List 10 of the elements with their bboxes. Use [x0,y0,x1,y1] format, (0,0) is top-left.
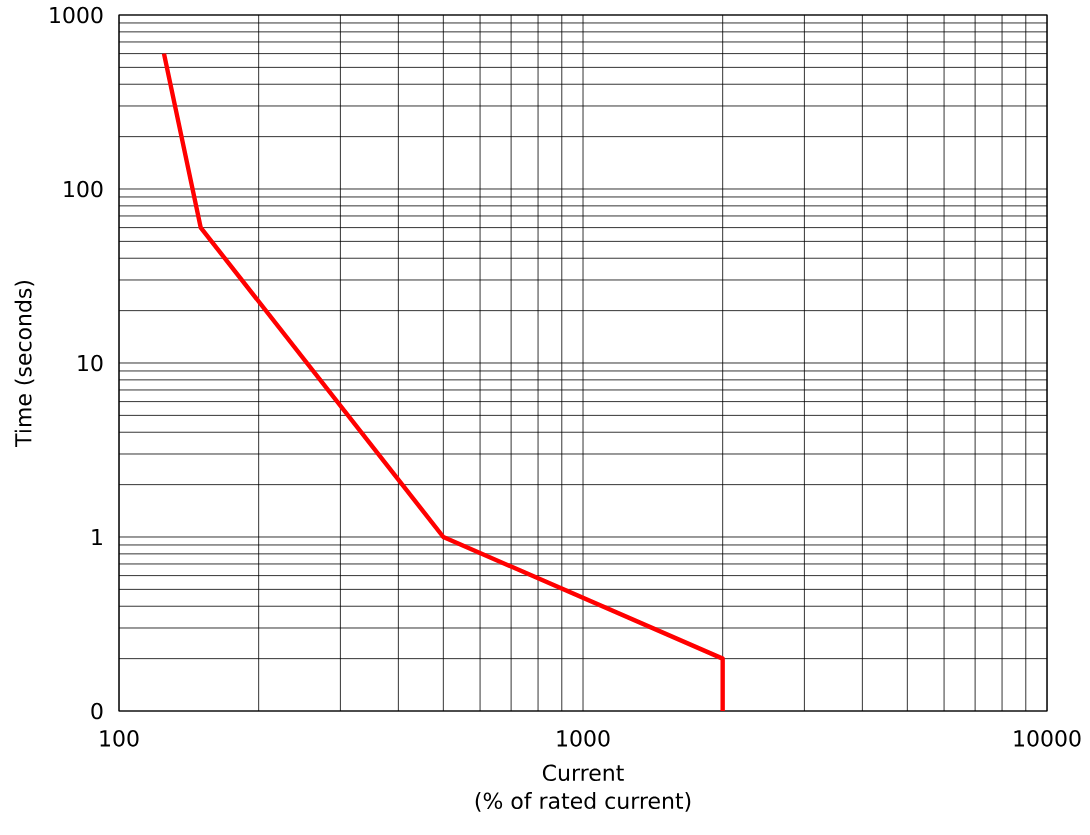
y-tick-label: 1 [92,528,102,546]
x-tick-label: 1000 [557,730,610,747]
y-axis-title: Time (seconds) [14,280,35,448]
y-tick-label: 100 [64,180,103,198]
x-tick-label: 10000 [1014,730,1081,747]
y-tick-label: 1000 [50,6,103,24]
x-axis-title: Current [542,764,624,782]
y-tick-label: 0 [91,702,103,720]
text: (% of rated current) [475,792,691,812]
y-tick-label: 10 [78,354,103,372]
